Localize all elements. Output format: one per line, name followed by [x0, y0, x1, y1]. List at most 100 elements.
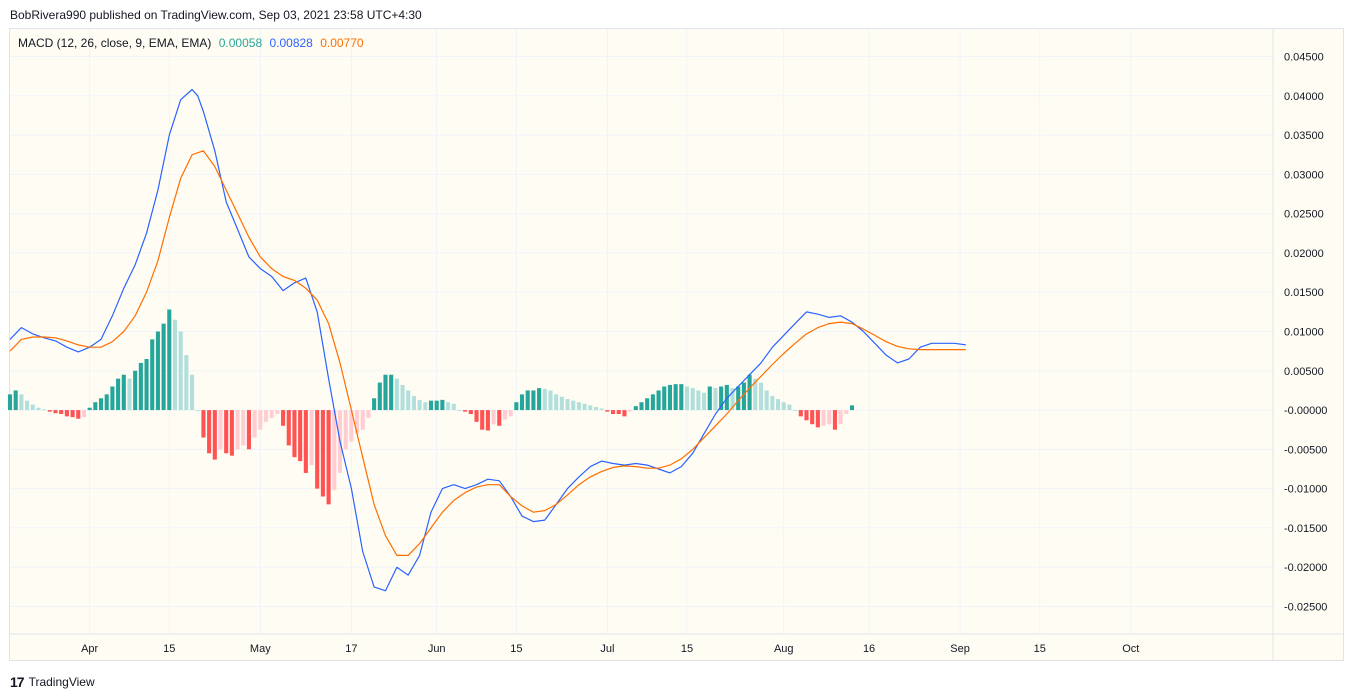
histogram-bar: [13, 390, 18, 411]
y-tick-label: 0.01000: [1284, 327, 1324, 339]
histogram-bar: [343, 410, 348, 450]
histogram-bar: [605, 410, 610, 412]
histogram-bar: [599, 408, 604, 411]
histogram-bar: [633, 406, 638, 411]
histogram-bar: [326, 410, 331, 505]
histogram-bar: [309, 410, 314, 466]
x-tick-label: 15: [1034, 643, 1046, 655]
histogram-bar: [104, 394, 109, 411]
chart-frame[interactable]: [9, 28, 1344, 661]
histogram-bar: [241, 410, 246, 446]
histogram-bar: [622, 410, 627, 417]
histogram-bar: [87, 407, 92, 411]
histogram-bar: [110, 386, 115, 411]
histogram-bar: [161, 323, 166, 411]
histogram-bar: [246, 410, 251, 450]
histogram-bar: [98, 398, 104, 411]
histogram-bar: [810, 410, 815, 425]
histogram-bar: [741, 382, 746, 411]
x-tick-label: Sep: [950, 643, 970, 655]
histogram-bar: [42, 409, 47, 411]
histogram-bar: [36, 407, 41, 411]
histogram-bar: [582, 403, 587, 411]
histogram-bar: [218, 410, 223, 450]
histogram-bar: [184, 355, 189, 411]
y-tick-label: -0.00500: [1284, 444, 1327, 456]
histogram-bar: [411, 395, 416, 411]
histogram-bar: [81, 410, 87, 418]
x-tick-label: 15: [163, 643, 175, 655]
y-tick-label: 0.03000: [1284, 169, 1324, 181]
legend-hist-value: 0.00058: [218, 36, 263, 50]
histogram-bar: [150, 339, 155, 411]
histogram-bar: [719, 386, 724, 411]
indicator-lines: [9, 88, 966, 592]
histogram-bar: [76, 410, 81, 419]
y-tick-label: 0.04000: [1284, 91, 1324, 103]
histogram-bar: [383, 374, 388, 411]
histogram-bar: [263, 410, 269, 422]
histogram-bar: [480, 410, 485, 430]
histogram-bar: [53, 410, 58, 414]
histogram-bar: [497, 410, 502, 426]
histogram-bar: [423, 402, 428, 411]
histogram-bar: [252, 410, 257, 438]
macd-line: [9, 88, 966, 592]
histogram-bar: [428, 400, 434, 411]
histogram-bar: [366, 410, 371, 418]
histogram-bar: [167, 309, 172, 411]
histogram-bar: [7, 394, 13, 411]
x-axis[interactable]: Apr 15 May 17 Jun 15 Jul 15 Aug 16 Sep 15 Oct: [10, 633, 1343, 655]
x-tick-label: 17: [345, 643, 357, 655]
indicator-legend[interactable]: MACD (12, 26, close, 9, EMA, EMA) 0.0005…: [18, 36, 368, 50]
histogram-bar: [656, 390, 661, 411]
histogram-bar: [315, 410, 320, 489]
histogram-bar: [195, 410, 200, 412]
histogram-bar: [673, 384, 678, 411]
histogram-bar: [207, 410, 212, 454]
histogram-bar: [417, 399, 422, 411]
histogram-bar: [377, 382, 382, 411]
y-tick-label: -0.01500: [1284, 523, 1327, 535]
histogram-bar: [451, 403, 456, 411]
histogram-bar: [468, 410, 473, 414]
histogram-bar: [798, 410, 803, 417]
histogram-bar: [753, 378, 758, 411]
histogram-bar: [849, 405, 855, 411]
histogram-bar: [667, 384, 672, 411]
histogram-bar: [696, 390, 701, 411]
histogram-bar: [736, 386, 741, 411]
y-axis[interactable]: 0.04500 0.04000 0.03500 0.03000 0.02500 0.020…: [1272, 29, 1327, 660]
histogram-bar: [514, 402, 519, 411]
histogram-bar: [332, 410, 337, 491]
footer-brand[interactable]: 17 TradingView: [10, 672, 95, 692]
histogram-bar: [793, 410, 798, 412]
histogram-bar: [565, 399, 570, 411]
histogram-bar: [281, 410, 286, 426]
histogram-bar: [138, 362, 143, 411]
grid-lines: [10, 29, 1273, 634]
histogram-bar: [229, 410, 234, 456]
histogram-bar: [320, 410, 325, 497]
histogram-bar: [201, 410, 206, 438]
histogram-bar: [457, 410, 462, 412]
legend-macd-value: 0.00828: [269, 36, 313, 50]
histogram-bar: [178, 331, 183, 411]
histogram-bar: [485, 410, 490, 431]
histogram-bar: [576, 402, 581, 411]
histogram-bar: [525, 390, 530, 411]
histogram-bar: [406, 390, 411, 411]
histogram-bar: [508, 410, 513, 417]
histogram-bar: [349, 410, 354, 442]
x-tick-label: Oct: [1122, 643, 1139, 655]
histogram-bar: [155, 331, 160, 411]
histogram-bar: [491, 410, 496, 425]
histogram-bar: [537, 388, 542, 411]
histogram-bar: [679, 384, 684, 411]
histogram-bar: [616, 410, 621, 414]
histogram-bar: [764, 390, 769, 411]
histogram-bar: [64, 410, 69, 417]
y-tick-label: 0.02500: [1284, 209, 1324, 221]
histogram-bar: [59, 410, 64, 414]
